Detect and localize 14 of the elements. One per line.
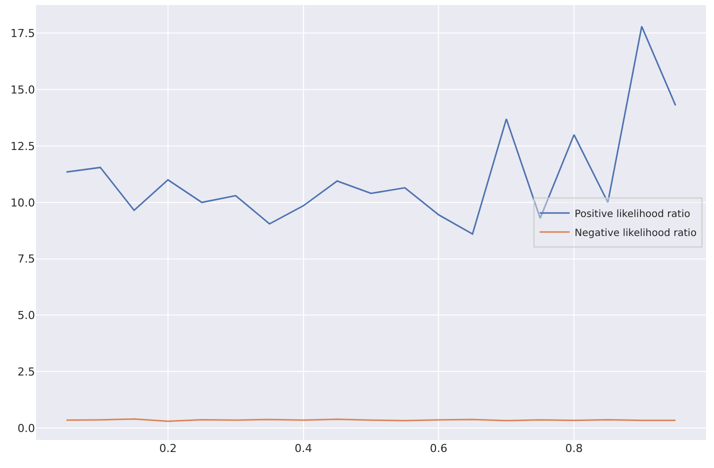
- y-tick-label: 0.0: [18, 422, 35, 435]
- y-tick-label: 5.0: [18, 309, 35, 322]
- y-tick-label: 7.5: [18, 252, 35, 266]
- y-tick-label: 2.5: [18, 365, 35, 378]
- y-tick-label: 17.5: [10, 27, 35, 40]
- x-tick-label: 0.2: [159, 442, 177, 455]
- y-tick-label: 12.5: [10, 140, 35, 153]
- y-tick-label: 15.0: [10, 83, 35, 96]
- legend-label: Positive likelihood ratio: [574, 208, 690, 220]
- x-tick-label: 0.6: [430, 442, 448, 455]
- legend-label: Negative likelihood ratio: [574, 228, 697, 239]
- x-tick-label: 0.4: [294, 442, 312, 455]
- y-tick-label: 10.0: [10, 196, 35, 210]
- x-tick-label: 0.8: [565, 442, 583, 455]
